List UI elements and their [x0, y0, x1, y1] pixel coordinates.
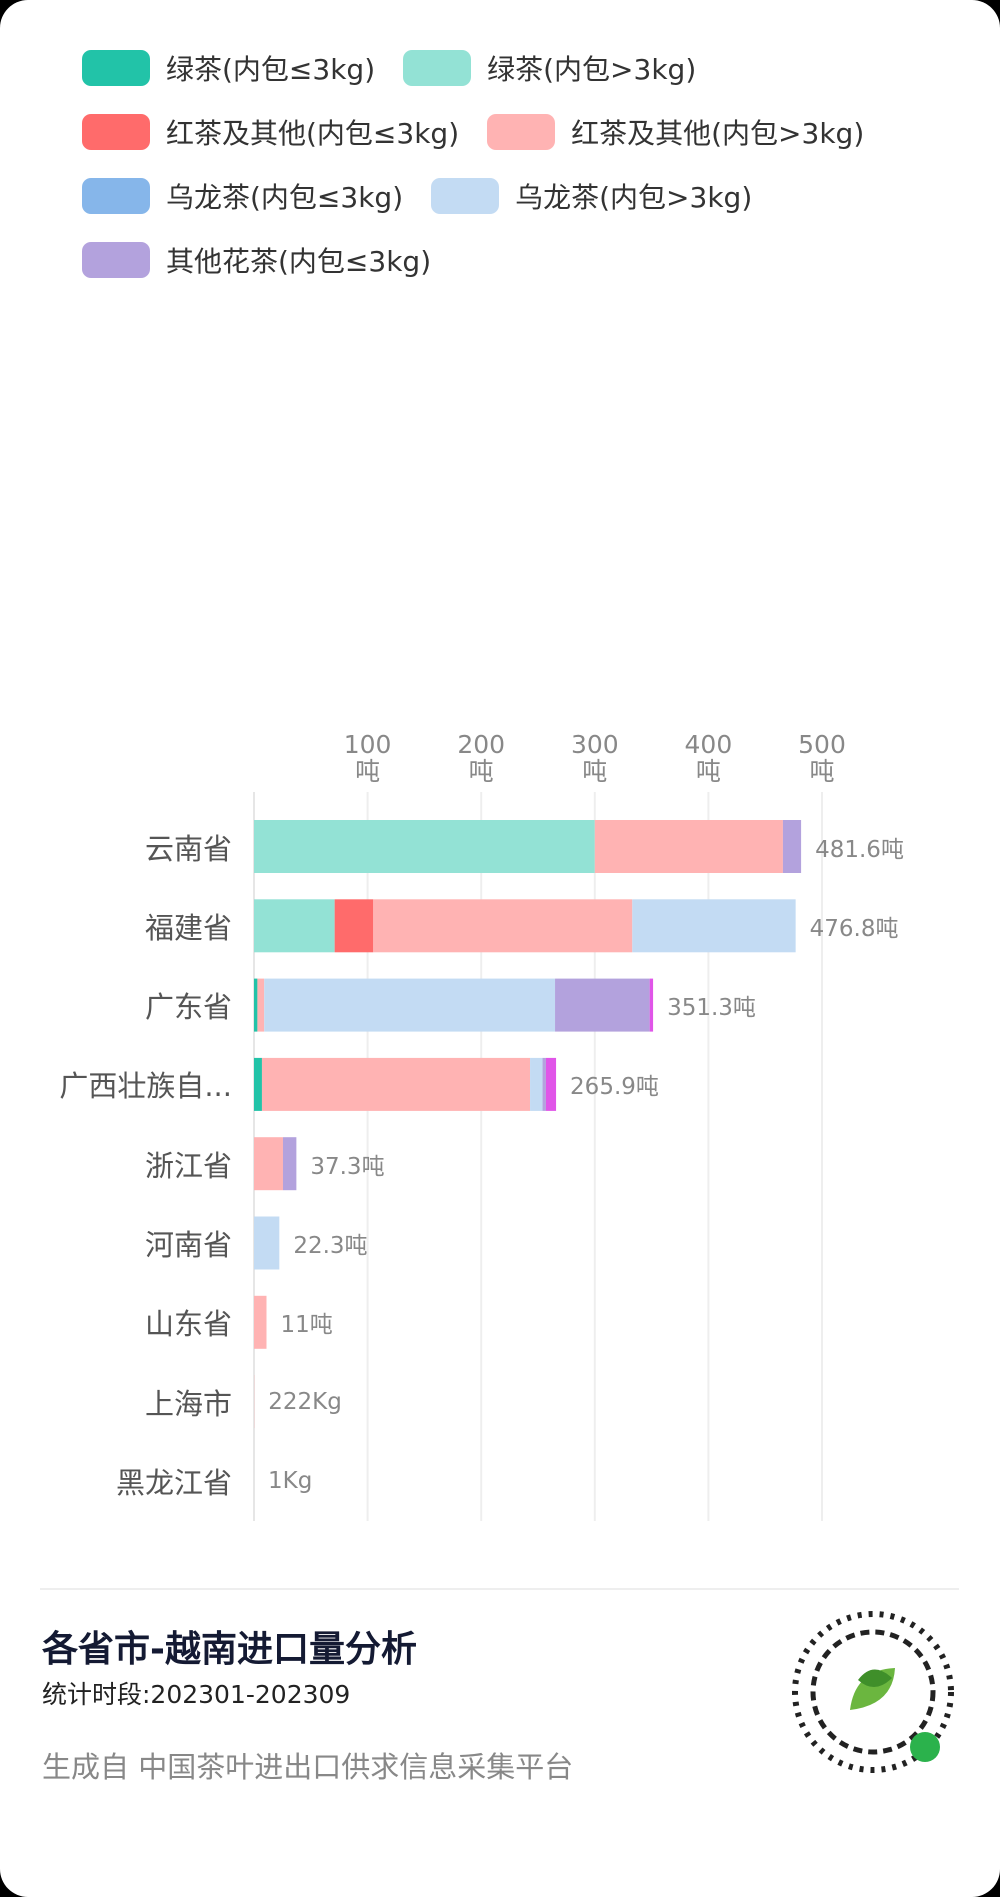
title: 各省市-越南进口量分析 — [42, 1629, 417, 1670]
total-label: 351.3吨 — [667, 995, 756, 1022]
total-label: 476.8吨 — [809, 915, 899, 942]
bar-segment — [254, 899, 335, 953]
bar-segment — [555, 978, 650, 1032]
bar-segment — [594, 820, 783, 873]
bar-segment — [254, 978, 258, 1032]
source: 生成自 中国茶叶进出口供求信息采集平台 — [42, 1750, 574, 1784]
legend-item: 绿茶(内包>3kg) — [403, 50, 696, 86]
bar-segment — [545, 1057, 557, 1111]
total-label: 1Kg — [268, 1467, 313, 1494]
category-label: 山东省 — [144, 1307, 232, 1342]
category-label: 广东省 — [144, 990, 232, 1025]
bar-segment — [530, 1057, 543, 1111]
legend-item: 乌龙茶(内包≤3kg) — [82, 178, 403, 214]
legend-label: 绿茶(内包>3kg) — [487, 53, 697, 86]
category-label: 黑龙江省 — [115, 1465, 232, 1500]
bar-segment — [254, 1216, 280, 1270]
qr-code — [792, 1611, 954, 1773]
x-tick-label: 300吨 — [570, 730, 619, 786]
x-tick-label: 100吨 — [343, 730, 392, 786]
total-label: 11吨 — [280, 1312, 333, 1339]
bar-segment — [261, 1057, 531, 1111]
legend-item: 红茶及其他(内包≤3kg) — [82, 114, 459, 150]
legend-label: 绿茶(内包≤3kg) — [166, 53, 376, 86]
total-label: 22.3吨 — [293, 1233, 368, 1259]
legend-swatch — [82, 114, 150, 150]
bar-segment — [254, 1295, 267, 1349]
bar-segment — [542, 1057, 546, 1111]
legend-item: 乌龙茶(内包>3kg) — [431, 178, 752, 214]
category-label: 云南省 — [144, 831, 232, 866]
category-label: 上海市 — [144, 1386, 232, 1421]
legend-item: 红茶及其他(内包>3kg) — [487, 114, 864, 150]
period: 统计时段:202301-202309 — [42, 1680, 351, 1709]
legend-label: 乌龙茶(内包>3kg) — [515, 181, 753, 214]
legend-label: 红茶及其他(内包≤3kg) — [166, 117, 460, 150]
total-label: 222Kg — [268, 1388, 342, 1415]
legend-swatch — [403, 50, 472, 86]
bar-segment — [373, 899, 633, 953]
bar-segment — [649, 978, 654, 1032]
category-label: 浙江省 — [144, 1148, 232, 1183]
category-label: 福建省 — [144, 910, 232, 945]
total-label: 37.3吨 — [310, 1153, 385, 1180]
bar-segment — [334, 899, 374, 953]
legend-swatch — [82, 242, 150, 278]
legend-swatch — [487, 114, 556, 150]
bar-segment — [282, 1137, 297, 1191]
legend-swatch — [82, 178, 150, 214]
legend-swatch — [431, 178, 500, 214]
total-label: 481.6吨 — [815, 836, 904, 863]
legend-item: 其他花茶(内包≤3kg) — [82, 242, 431, 278]
bar-segment — [782, 820, 802, 873]
x-tick-label: 400吨 — [684, 730, 733, 786]
bar-segment — [254, 1137, 283, 1191]
legend: 绿茶(内包≤3kg) 绿茶(内包>3kg) 红茶及其他(内包≤3kg) 红茶及其他(内… — [82, 50, 982, 278]
category-label: 广西壮族自... — [59, 1069, 232, 1104]
bar-segment — [257, 978, 265, 1032]
x-tick-label: 200吨 — [457, 730, 506, 786]
total-label: 265.9吨 — [570, 1074, 659, 1101]
legend-label: 乌龙茶(内包≤3kg) — [166, 181, 404, 214]
legend-label: 红茶及其他(内包>3kg) — [571, 117, 865, 150]
bar-segment — [632, 899, 796, 953]
x-tick-label: 500吨 — [798, 730, 846, 786]
bar-segment — [254, 820, 595, 873]
legend-item: 绿茶(内包≤3kg) — [82, 50, 375, 86]
category-label: 河南省 — [144, 1228, 232, 1262]
bar-segment — [264, 978, 556, 1032]
legend-label: 其他花茶(内包≤3kg) — [166, 245, 432, 278]
bar-segment — [254, 1057, 262, 1111]
legend-swatch — [82, 50, 150, 86]
